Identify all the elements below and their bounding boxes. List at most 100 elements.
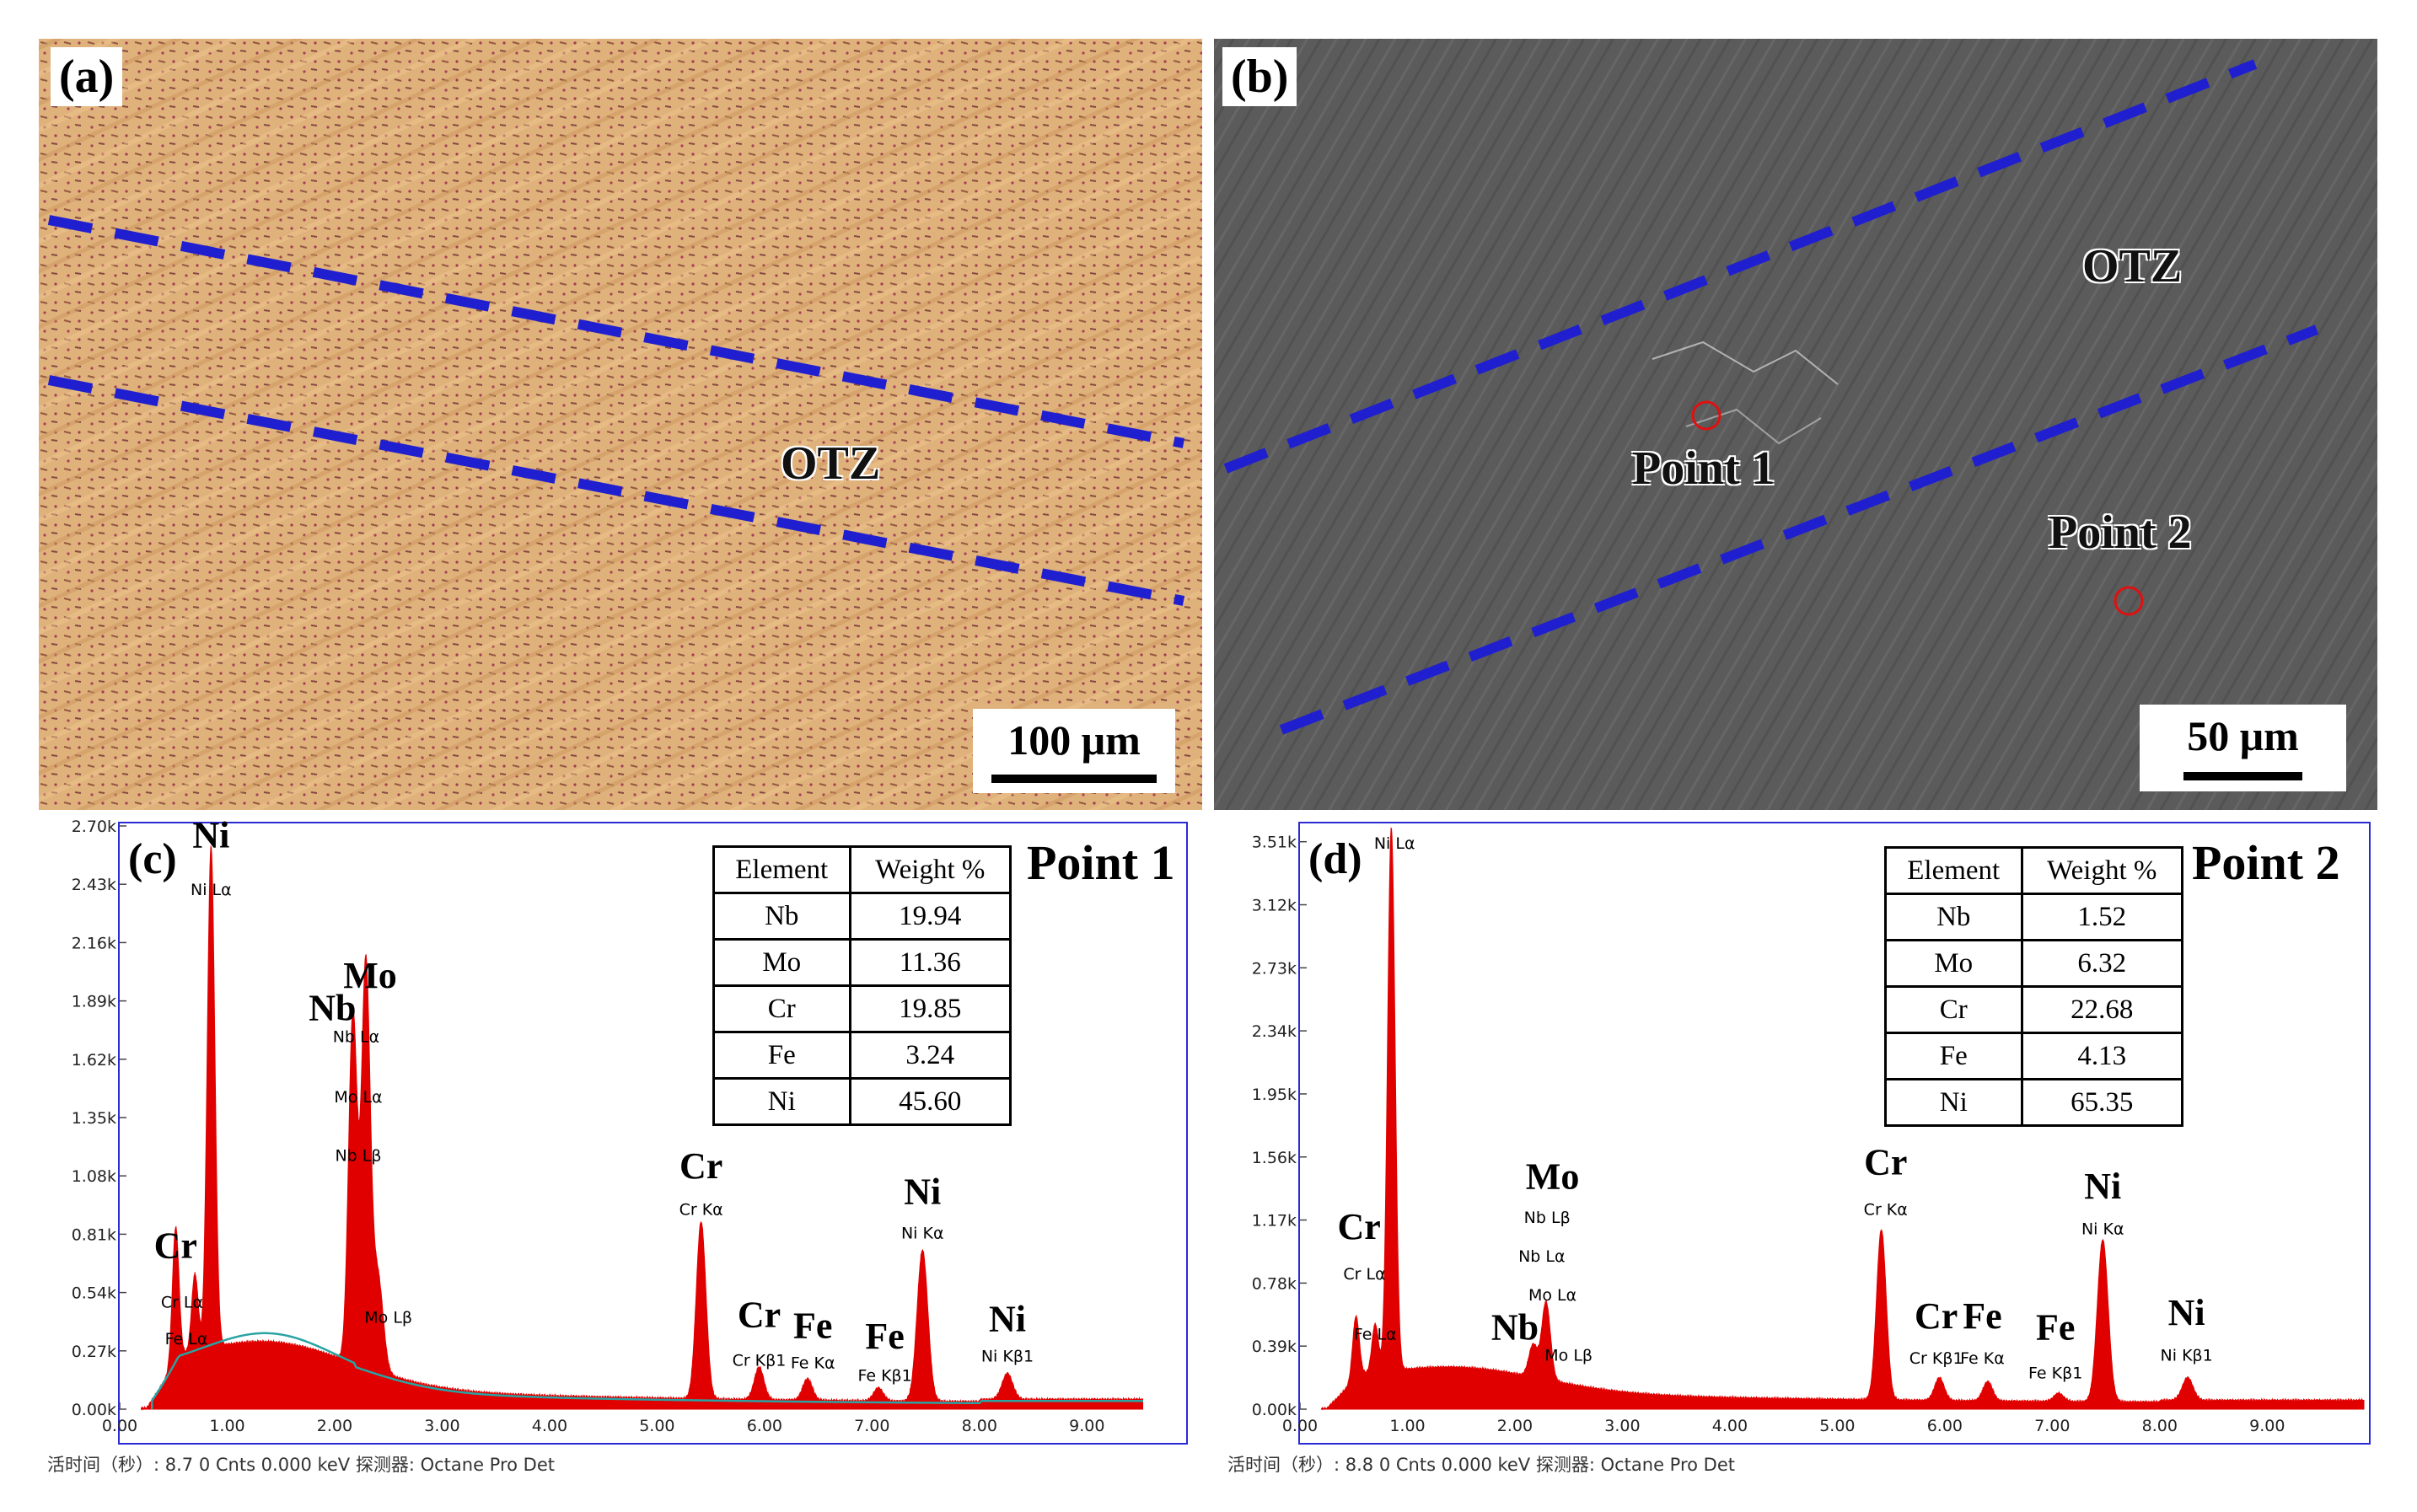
spectrum-c-y-tick-label: 0.00k (72, 1401, 116, 1419)
otz-boundary-lines-a (47, 215, 1185, 606)
spectrum-d-x-tick-label: 5.00 (1819, 1417, 1855, 1435)
table-c-header-weight: Weight % (848, 845, 1012, 894)
spectrum-c-line-label: Fe Lα (165, 1330, 208, 1348)
point-1-marker (1691, 400, 1721, 431)
spectrum-d-x-tick-label: 7.00 (2034, 1417, 2070, 1435)
spectrum-d-line-label: Cr Kβ1 (1909, 1349, 1963, 1368)
otz-label-b: OTZ (2082, 240, 2183, 292)
table-c-cell: Nb (712, 892, 851, 941)
spectrum-c-y-tick-label: 2.70k (72, 818, 116, 836)
spectrum-c-x-tick-label: 9.00 (1069, 1417, 1104, 1435)
spectrum-d-line-label: Cr Kα (1864, 1200, 1908, 1219)
spectrum-d-y-tick-label: 0.78k (1252, 1274, 1297, 1293)
spectrum-c-element-label: Mo (343, 955, 397, 996)
spectrum-d-x-tick-label: 3.00 (1604, 1417, 1640, 1435)
table-d-header-element: Element (1884, 846, 2023, 895)
spectrum-d-x-tick-label: 4.00 (1712, 1417, 1748, 1435)
spectrum-c-y-tick-label: 1.35k (72, 1109, 116, 1128)
spectrum-c-x-tick-label: 7.00 (854, 1417, 889, 1435)
spectrum-d-element-label: Mo (1526, 1156, 1580, 1198)
spectrum-d-line-label: Ni Lα (1374, 834, 1415, 853)
point-2-label: Point 2 (2049, 507, 2192, 559)
composition-table-d: Element Weight % Nb 1.52 Mo 6.32 Cr 22.68 F… (1884, 846, 2183, 1127)
spectrum-c-line-label: Cr Kα (679, 1200, 723, 1219)
table-d-cell: 6.32 (2020, 939, 2183, 988)
scale-bar-a-line (991, 775, 1157, 783)
spectrum-c-line-label: Nb Lα (333, 1027, 379, 1046)
footer-c: 活时间（秒）: 8.7 0 Cnts 0.000 keV 探测器: Octane… (47, 1455, 555, 1475)
spectrum-d-element-label: Cr (1337, 1206, 1380, 1247)
table-c-cell: 19.85 (848, 984, 1012, 1033)
table-d-header-weight: Weight % (2020, 846, 2183, 895)
spectrum-frame-d (1298, 822, 2371, 1445)
spectrum-c-y-tick-label: 1.08k (72, 1167, 116, 1186)
spectrum-c-x-tick-label: 2.00 (317, 1417, 352, 1435)
spectrum-c-y-tick-label: 2.43k (72, 876, 116, 894)
table-d-cell: Cr (1884, 985, 2023, 1034)
table-d-cell: 65.35 (2020, 1078, 2183, 1127)
spectrum-c-element-label: Nb (309, 988, 356, 1029)
scale-bar-a: 100 μm (973, 709, 1175, 793)
spectrum-d-line-label: Nb Lβ (1524, 1209, 1571, 1227)
spectrum-d-y-tick-label: 1.17k (1252, 1212, 1297, 1231)
spectrum-chart-c: 0.00k 0.27k 0.54k 0.81k 1.08k 1.35k 1.62k 1.89k… (72, 818, 1143, 1435)
otz-label-a: OTZ (781, 437, 881, 490)
spectrum-c-line-label: Mo Lβ (364, 1308, 412, 1327)
table-c-cell: Cr (712, 984, 851, 1033)
panel-label-b: (b) (1222, 47, 1297, 106)
table-d-cell: 1.52 (2020, 893, 2183, 941)
table-c-cell: 19.94 (848, 892, 1012, 941)
spectrum-d-x-tick-label: 6.00 (1927, 1417, 1963, 1435)
spectrum-c-element-label: Cr (738, 1295, 781, 1336)
spectrum-d-element-label: Cr (1915, 1295, 1958, 1337)
spectrum-d-element-label: Fe (2036, 1306, 2075, 1348)
table-d-cell: 4.13 (2020, 1032, 2183, 1080)
spectrum-d-y-tick-label: 0.00k (1252, 1401, 1297, 1419)
spectrum-chart-d: 0.00k 0.39k 0.78k 1.17k 1.56k 1.95k 2.34k 2.73k… (1252, 827, 2365, 1435)
spectrum-c-element-label: Cr (154, 1225, 197, 1267)
spectrum-c-y-tick-label: 0.27k (72, 1343, 116, 1361)
panel-label-c: (c) (128, 835, 177, 883)
table-d-cell: Mo (1884, 939, 2023, 988)
spectrum-c-spectrum-area (140, 844, 1143, 1411)
spectrum-c-x-tick-label: 3.00 (424, 1417, 459, 1435)
table-d-cell: Fe (1884, 1032, 2023, 1080)
spectrum-c-line-label: Ni Lα (191, 881, 232, 899)
point-title-c: Point 1 (1027, 835, 1175, 890)
spectrum-c-line-label: Nb Lβ (335, 1146, 381, 1165)
spectrum-c-y-tick-label: 0.54k (72, 1284, 116, 1303)
spectrum-d-x-tick-label: 2.00 (1497, 1417, 1533, 1435)
spectrum-d-x-tick-label: 1.00 (1389, 1417, 1425, 1435)
table-c-cell: 45.60 (848, 1077, 1012, 1126)
spectrum-d-y-tick-label: 1.95k (1252, 1086, 1297, 1104)
otz-boundary-lines-b (1223, 59, 2319, 735)
point-2-marker (2114, 586, 2144, 616)
spectrum-c-background-fit (150, 1332, 1143, 1410)
spectrum-d-line-label: Mo Lβ (1544, 1346, 1593, 1365)
spectrum-d-spectrum-area (1320, 827, 2365, 1411)
spectrum-c-element-label: Cr (679, 1145, 722, 1187)
spectrum-d-y-tick-label: 0.39k (1252, 1338, 1297, 1356)
spectrum-c-line-label: Fe Kβ1 (857, 1367, 911, 1386)
spectrum-c-line-label: Mo Lα (334, 1088, 382, 1107)
spectrum-d-y-tick-label: 2.34k (1252, 1022, 1297, 1041)
composition-table-c: Element Weight % Nb 19.94 Mo 11.36 Cr 19.85… (712, 845, 1012, 1126)
spectrum-c-element-label: Ni (904, 1172, 941, 1213)
spectrum-c-line-label: Ni Kα (901, 1225, 944, 1243)
spectrum-c-y-tick-label: 2.16k (72, 934, 116, 952)
spectrum-d-x-tick-label: 9.00 (2249, 1417, 2285, 1435)
spectrum-c-line-label: Cr Kβ1 (733, 1352, 787, 1370)
scale-bar-b-label: 50 μm (2187, 712, 2299, 759)
spectrum-c-element-label: Ni (192, 818, 229, 856)
spectrum-d-element-label: Nb (1491, 1306, 1539, 1348)
spectrum-c-y-tick-label: 1.62k (72, 1051, 116, 1070)
table-d-cell: 22.68 (2020, 985, 2183, 1034)
spectrum-c-element-label: Ni (989, 1299, 1026, 1340)
spectrum-c-y-tick-label: 0.81k (72, 1225, 116, 1244)
spectrum-d-line-label: Fe Lα (1354, 1325, 1397, 1343)
spectrum-d-line-label: Fe Kβ1 (2028, 1364, 2082, 1382)
spectrum-c-x-tick-label: 8.00 (962, 1417, 997, 1435)
spectrum-c-line-label: Cr Lα (161, 1294, 203, 1312)
spectrum-d-line-label: Mo Lα (1528, 1286, 1576, 1305)
table-c-cell: 11.36 (848, 938, 1012, 987)
